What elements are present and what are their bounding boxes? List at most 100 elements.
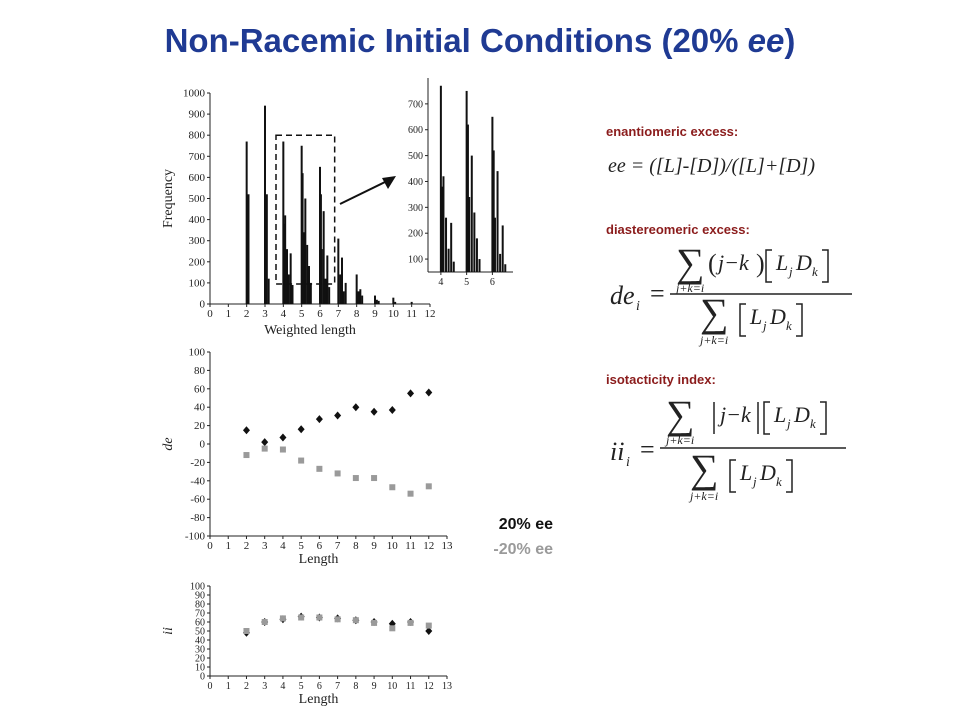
histogram-ytick-label: 900 — [189, 109, 206, 121]
histogram-bar — [267, 278, 270, 304]
histogram-xtick-label: 2 — [244, 308, 250, 320]
histogram-xtick-label: 5 — [299, 308, 305, 320]
histogram-bar — [284, 215, 287, 304]
ii-scatter-xtick-label: 7 — [335, 681, 340, 692]
de-scatter-ytick-label: 40 — [194, 402, 206, 414]
ii-label: isotacticity index: — [606, 372, 716, 387]
histogram-bar — [410, 301, 413, 304]
histogram-ytick-label: 600 — [189, 172, 206, 184]
svg-text:j−k: j−k — [715, 250, 750, 275]
histogram-xtick-label: 6 — [317, 308, 323, 320]
histogram-inset-ytick-label: 200 — [408, 229, 423, 240]
histogram-bar — [361, 295, 364, 304]
de-scatter-xtick-label: 12 — [423, 540, 434, 552]
svg-text:i: i — [636, 299, 640, 314]
svg-text:∑: ∑ — [666, 392, 695, 437]
histogram-ytick-label: 100 — [189, 277, 206, 289]
de-scatter-ytick-label: -80 — [190, 512, 205, 524]
histogram-inset-bar — [445, 217, 448, 272]
de-scatter-xlabel: Length — [299, 552, 339, 567]
ii-scatter-ylabel: ii — [161, 627, 176, 635]
de-scatter-ytick-label: -40 — [190, 475, 205, 487]
de-scatter-point — [334, 411, 342, 420]
ii-scatter-point — [279, 615, 286, 622]
de-scatter-point — [425, 483, 432, 490]
de-scatter-point — [388, 405, 396, 414]
ii-scatter-xtick-label: 5 — [299, 681, 304, 692]
histogram-bar — [339, 274, 342, 304]
svg-text:∑: ∑ — [700, 290, 729, 335]
de-scatter-xtick-label: 2 — [244, 540, 250, 552]
histogram-bar — [264, 105, 266, 304]
histogram-ytick-label: 700 — [189, 151, 206, 163]
svg-text:k: k — [776, 474, 782, 489]
zoom-arrow — [339, 181, 386, 205]
histogram-ytick-label: 400 — [189, 214, 206, 226]
histogram-inset-xtick-label: 5 — [464, 277, 469, 288]
histogram-inset-bar — [468, 196, 471, 272]
svg-text:j+k=i: j+k=i — [674, 281, 704, 295]
histogram-bar — [245, 141, 248, 304]
de-scatter-ytick-label: 0 — [200, 439, 206, 451]
svg-text:j+k=i: j+k=i — [698, 333, 728, 347]
histogram-xtick-label: 4 — [281, 308, 287, 320]
ii-scatter-plot — [207, 585, 448, 679]
zoom-arrowhead — [382, 176, 396, 189]
histogram-bar — [322, 211, 325, 304]
histogram-ytick-label: 500 — [189, 193, 206, 205]
de-scatter-xtick-label: 0 — [207, 540, 213, 552]
ii-scatter-ytick-label: 50 — [195, 627, 205, 638]
de-scatter-point — [352, 403, 360, 412]
histogram-bar — [308, 266, 310, 304]
de-scatter-point — [279, 446, 286, 453]
histogram-bar — [287, 274, 290, 304]
histogram-bar — [286, 249, 288, 304]
ee-label: enantiomeric excess: — [606, 124, 739, 139]
svg-text:k: k — [786, 318, 792, 333]
histogram-inset-bar — [492, 150, 495, 272]
svg-text:D: D — [795, 250, 812, 275]
de-scatter-xtick-label: 13 — [442, 540, 454, 552]
de-scatter-xtick-label: 11 — [405, 540, 416, 552]
ii-scatter-ytick-label: 70 — [195, 609, 205, 620]
svg-text:D: D — [769, 304, 786, 329]
ii-scatter-ytick-label: 20 — [195, 654, 205, 665]
histogram-xtick-label: 3 — [262, 308, 268, 320]
slide-title: Non-Racemic Initial Conditions (20% ee) — [0, 22, 960, 60]
histogram-inset-ytick-label: 600 — [408, 125, 423, 136]
de-scatter-point — [297, 425, 305, 434]
svg-text:=: = — [640, 435, 655, 464]
histogram-inset-bar — [496, 171, 499, 272]
de-scatter-point — [316, 465, 323, 472]
histogram-inset-bar — [501, 225, 504, 272]
ii-scatter-point — [371, 619, 378, 626]
ii-scatter-ytick-label: 0 — [200, 672, 205, 683]
de-scatter-xtick-label: 4 — [280, 540, 286, 552]
title-suffix: ) — [784, 22, 796, 59]
histogram-bar — [341, 257, 343, 304]
de-scatter-xtick-label: 10 — [387, 540, 399, 552]
ii-scatter-point — [407, 619, 414, 626]
ii-scatter-point — [425, 627, 433, 635]
histogram-inset-bar — [452, 261, 455, 272]
ii-scatter-point — [316, 614, 323, 621]
histogram-bar — [302, 232, 305, 304]
histogram-bar — [289, 253, 292, 304]
histogram-inset-bar — [466, 124, 469, 272]
svg-text:L: L — [773, 402, 786, 427]
svg-text:j: j — [785, 416, 791, 431]
ii-scatter-xtick-label: 13 — [442, 681, 452, 692]
histogram-ytick-label: 800 — [189, 130, 206, 142]
ii-scatter-xtick-label: 4 — [280, 681, 285, 692]
ii-scatter-ytick-label: 90 — [195, 591, 205, 602]
ee-formula: ee = ([L]-[D])/([L]+[D]) — [608, 155, 816, 177]
ii-scatter-ytick-label: 60 — [195, 618, 205, 629]
de-scatter-point — [315, 415, 323, 424]
histogram-bar — [375, 299, 378, 304]
title-prefix: Non-Racemic Initial Conditions (20% — [164, 22, 748, 59]
legend-neg: -20% ee — [493, 541, 553, 558]
svg-text:j+k=i: j+k=i — [664, 433, 694, 447]
svg-text:=: = — [650, 279, 665, 308]
histogram-bar — [291, 285, 294, 304]
de-scatter-xtick-label: 7 — [335, 540, 341, 552]
